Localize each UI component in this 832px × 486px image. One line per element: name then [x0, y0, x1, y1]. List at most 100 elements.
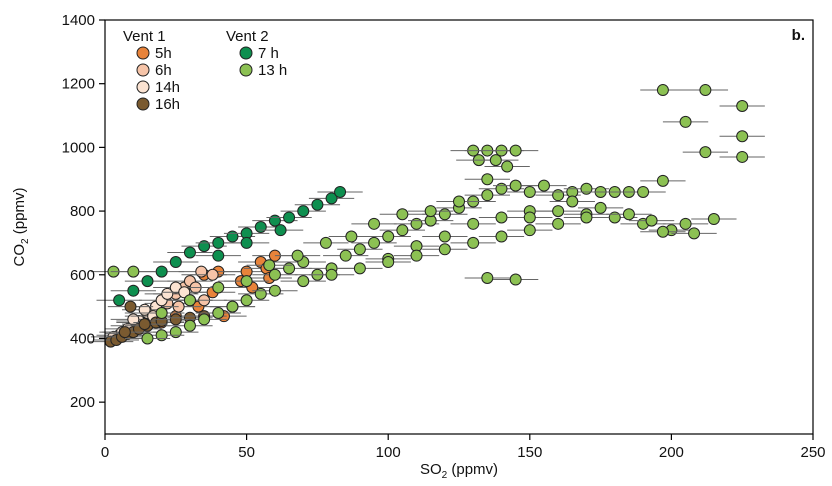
- data-point: [396, 208, 409, 221]
- data-point: [212, 306, 225, 319]
- data-point: [113, 294, 126, 307]
- data-point: [453, 195, 465, 208]
- y-axis-title: CO2 (ppmv): [11, 188, 31, 267]
- data-point: [495, 211, 508, 224]
- data-point: [339, 249, 352, 262]
- data-point: [183, 246, 196, 259]
- y-tick-label: 800: [70, 203, 95, 220]
- legend-swatch: [136, 97, 150, 111]
- data-point: [325, 192, 338, 205]
- data-point: [594, 201, 607, 214]
- x-tick-label: 150: [517, 444, 542, 461]
- data-point: [608, 211, 621, 224]
- data-point: [382, 230, 395, 243]
- data-point: [656, 84, 669, 97]
- data-point: [489, 154, 502, 167]
- data-point: [297, 275, 310, 288]
- data-point: [268, 284, 281, 297]
- data-point: [736, 99, 749, 112]
- data-point: [481, 189, 494, 202]
- data-point: [396, 224, 409, 237]
- data-point: [523, 185, 536, 198]
- y-tick-label: 400: [70, 330, 95, 347]
- data-point: [240, 236, 253, 249]
- x-tick-label: 0: [101, 444, 109, 461]
- data-point: [509, 179, 522, 192]
- data-point: [198, 313, 211, 326]
- x-axis: 0 50 100 150 200 250: [101, 434, 826, 461]
- data-point: [212, 249, 225, 262]
- data-point: [382, 256, 395, 269]
- data-point: [580, 211, 593, 224]
- legend-entry: 5h: [155, 45, 172, 62]
- legend-entry: 7 h: [258, 45, 279, 62]
- data-point: [410, 217, 423, 230]
- data-point: [637, 185, 650, 198]
- data-point: [622, 208, 635, 221]
- data-point: [141, 332, 154, 345]
- x-axis-title: SO2 (ppmv): [420, 461, 498, 481]
- data-point: [345, 230, 358, 243]
- data-point: [410, 249, 423, 262]
- x-tick-label: 200: [659, 444, 684, 461]
- legend-swatch: [136, 46, 150, 60]
- legend-entry: 6h: [155, 62, 172, 79]
- data-point: [656, 225, 669, 238]
- y-tick-label: 200: [70, 394, 95, 411]
- data-point: [334, 185, 347, 198]
- series-7h: [96, 185, 363, 307]
- panel-label: b.: [792, 27, 805, 44]
- legend-entry: 16h: [155, 96, 180, 113]
- x-tick-label: 100: [376, 444, 401, 461]
- data-point: [226, 230, 239, 243]
- data-point: [118, 326, 131, 339]
- data-point: [183, 319, 196, 332]
- data-marks: [88, 84, 765, 348]
- data-point: [169, 313, 182, 326]
- data-point: [537, 179, 550, 192]
- legend-group-title: Vent 2: [226, 28, 269, 45]
- data-point: [169, 256, 182, 269]
- data-point: [161, 287, 174, 300]
- legend-entry: 13 h: [258, 62, 287, 79]
- plot-frame: [104, 19, 814, 435]
- legend-group-title: Vent 1: [123, 28, 166, 45]
- data-point: [141, 275, 154, 288]
- data-point: [552, 189, 565, 202]
- data-point: [353, 243, 366, 256]
- series-13h: [90, 84, 765, 345]
- y-tick-label: 1000: [62, 139, 95, 156]
- data-point: [467, 236, 480, 249]
- data-point: [679, 217, 692, 230]
- legend-swatch: [239, 63, 253, 77]
- y-axis: 200 400 600 800 1000 1200 1400: [62, 12, 105, 411]
- data-point: [297, 205, 310, 218]
- data-point: [481, 173, 494, 186]
- data-point: [195, 265, 208, 278]
- data-point: [198, 240, 211, 253]
- data-point: [183, 294, 196, 307]
- data-point: [283, 262, 296, 275]
- data-point: [656, 174, 669, 187]
- data-point: [127, 284, 140, 297]
- data-point: [736, 150, 749, 163]
- data-point: [580, 182, 593, 195]
- legend-swatch: [136, 80, 150, 94]
- data-point: [736, 130, 749, 143]
- data-point: [206, 268, 219, 281]
- y-tick-label: 600: [70, 267, 95, 284]
- data-point: [368, 236, 381, 249]
- data-point: [240, 275, 253, 288]
- y-tick-label: 1200: [62, 76, 95, 93]
- data-point: [438, 208, 451, 221]
- data-point: [699, 146, 712, 159]
- data-point: [509, 273, 522, 286]
- data-point: [212, 281, 225, 294]
- data-point: [501, 160, 514, 173]
- data-point: [155, 265, 168, 278]
- data-point: [283, 211, 296, 224]
- legend-entry: 14h: [155, 79, 180, 96]
- data-point: [212, 236, 225, 249]
- data-point: [438, 243, 451, 256]
- data-point: [552, 205, 565, 218]
